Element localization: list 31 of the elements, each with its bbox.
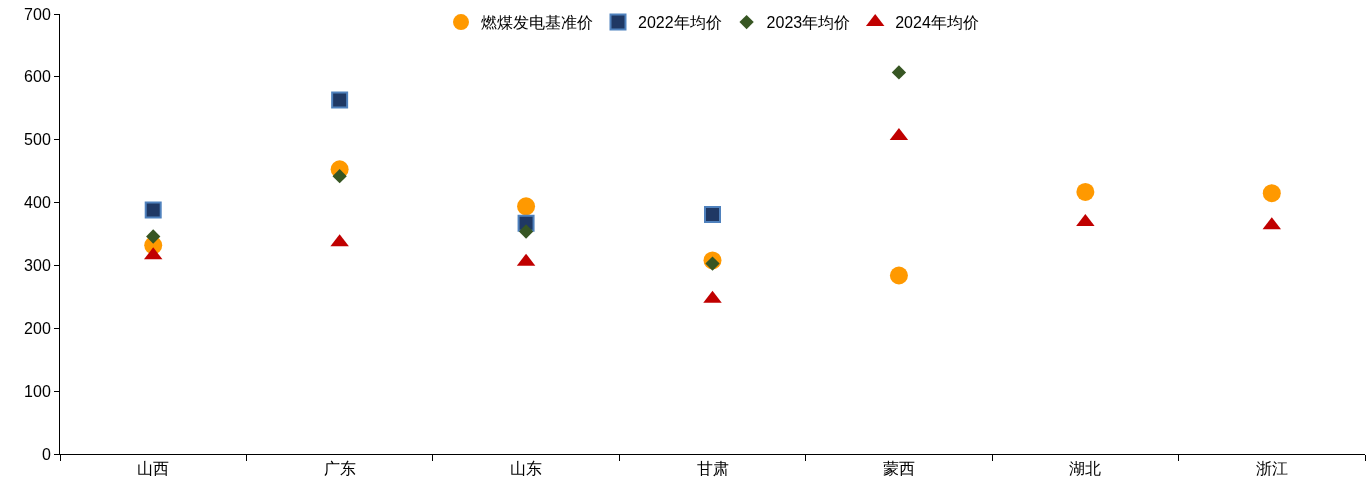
point	[144, 201, 162, 219]
y-tick-label: 500	[24, 131, 51, 149]
point	[704, 206, 721, 224]
x-tick-label: 湖北	[1069, 460, 1102, 478]
y-tick-label: 600	[24, 68, 51, 86]
point	[517, 197, 536, 216]
legend-label: 燃煤发电基准价	[481, 14, 593, 32]
y-tick-label: 300	[24, 257, 51, 275]
x-tick-label: 广东	[323, 460, 356, 478]
legend-label: 2022年均价	[638, 14, 722, 32]
point	[705, 256, 720, 271]
point	[146, 229, 161, 244]
y-tick-label: 0	[41, 445, 51, 463]
point	[518, 224, 534, 239]
point	[331, 91, 349, 109]
y-tick-label: 200	[24, 319, 51, 337]
point	[889, 266, 908, 285]
x-tick-label: 山西	[137, 460, 170, 478]
point	[891, 65, 907, 80]
y-tick-label: 400	[24, 194, 51, 212]
x-tick-label: 甘肃	[696, 460, 729, 478]
legend-label: 2024年均价	[895, 14, 979, 32]
x-tick-label: 蒙西	[882, 460, 915, 478]
legend-label: 2023年均价	[766, 14, 851, 32]
x-tick-label: 浙江	[1255, 460, 1288, 478]
point	[1076, 182, 1095, 201]
point	[332, 169, 347, 184]
y-tick-label: 700	[24, 5, 51, 23]
x-tick-label: 山东	[510, 460, 543, 478]
point	[1262, 184, 1281, 203]
y-tick-label: 100	[24, 382, 51, 400]
